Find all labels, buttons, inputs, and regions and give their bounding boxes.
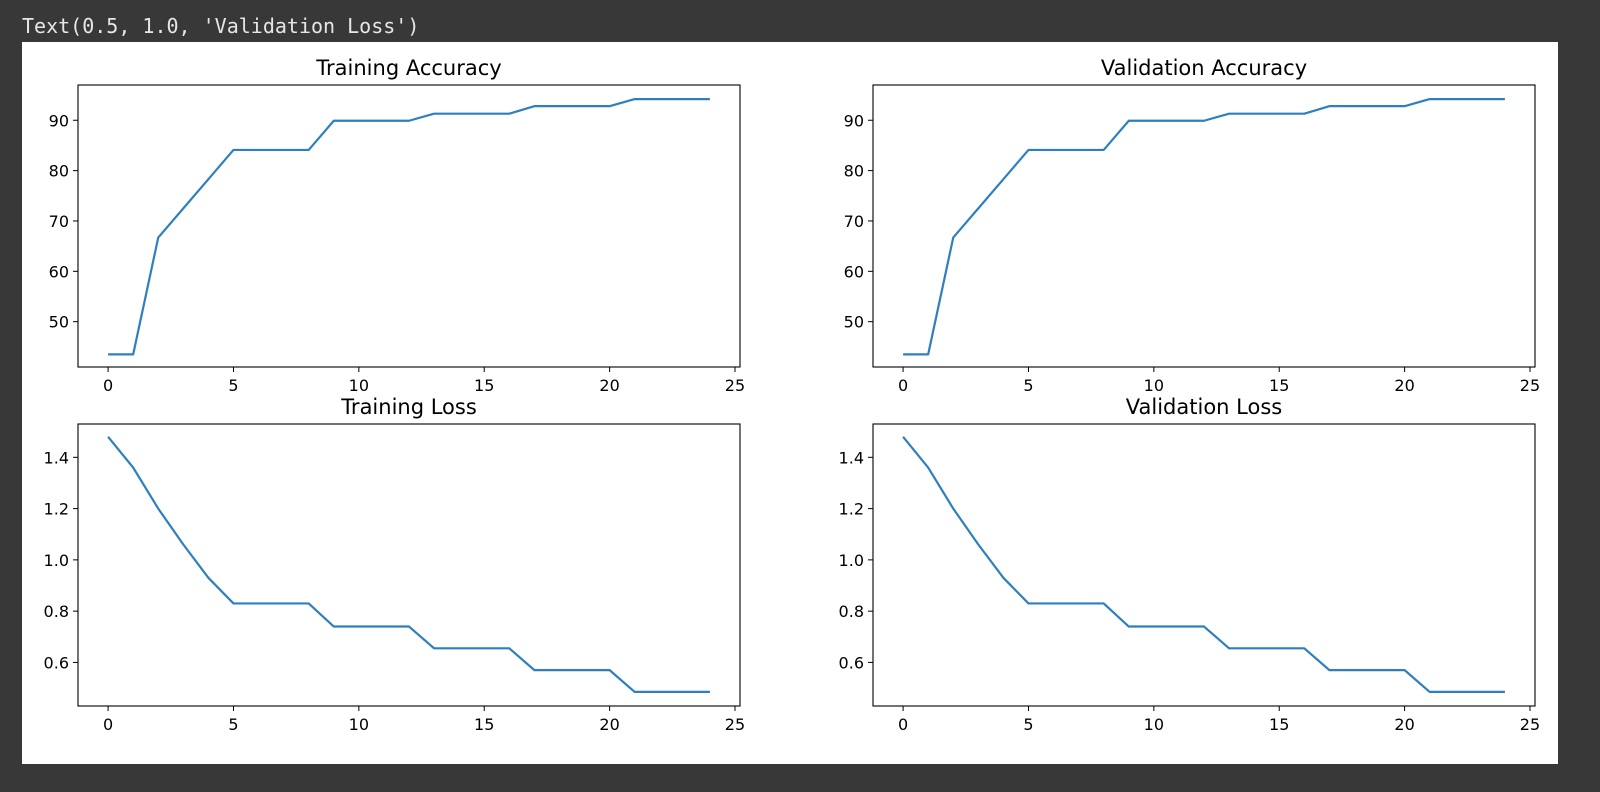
x-tick-label: 25: [725, 376, 745, 395]
axes-frame: [77, 423, 741, 707]
x-tick-label: 10: [349, 715, 369, 734]
series-line-1: [108, 97, 710, 356]
x-tick-label: 5: [1023, 376, 1033, 395]
x-tick-label: 15: [1269, 376, 1289, 395]
series-line-1: [903, 97, 1505, 356]
axes-frame: [872, 423, 1536, 707]
x-tick-label: 20: [1394, 715, 1414, 734]
x-tick-label: 20: [599, 715, 619, 734]
x-tick-label: 20: [1394, 376, 1414, 395]
x-tick-label: 15: [474, 376, 494, 395]
x-tick-label: 15: [474, 715, 494, 734]
series-line-1: [107, 436, 710, 694]
x-tick-label: 25: [725, 715, 745, 734]
y-tick-label: 1.0: [839, 551, 864, 570]
x-tick-label: 20: [599, 376, 619, 395]
y-tick-label: 50: [844, 313, 864, 332]
x-tick-label: 5: [228, 715, 238, 734]
cell-output-text: Text(0.5, 1.0, 'Validation Loss'): [22, 14, 420, 38]
y-tick-label: 0.6: [839, 653, 864, 672]
y-tick-label: 90: [49, 111, 69, 130]
y-tick-label: 1.0: [44, 551, 69, 570]
y-tick-label: 80: [49, 162, 69, 181]
x-tick-label: 10: [349, 376, 369, 395]
y-tick-label: 70: [844, 212, 864, 231]
y-tick-label: 50: [49, 313, 69, 332]
y-tick-label: 1.2: [839, 500, 864, 519]
chart-title: Validation Loss: [1126, 395, 1282, 419]
x-tick-label: 0: [898, 376, 908, 395]
x-tick-label: 10: [1144, 715, 1164, 734]
x-tick-label: 15: [1269, 715, 1289, 734]
y-tick-label: 80: [844, 162, 864, 181]
axes-frame: [77, 84, 741, 368]
y-tick-label: 60: [844, 262, 864, 281]
x-tick-label: 0: [103, 376, 113, 395]
subplot-3: Training Loss 0 5 10 15 20 25 0.6 0.8 1.0 1.2 1.4: [44, 395, 746, 734]
x-tick-label: 5: [228, 376, 238, 395]
y-tick-label: 60: [49, 262, 69, 281]
subplot-1: Training Accuracy 0 5 10 15 20 25 50 60 70 80 90: [49, 56, 746, 395]
x-tick-label: 10: [1144, 376, 1164, 395]
figure-canvas: Training Accuracy 0 5 10 15 20 25 50 60 70 80 90 Val…: [22, 42, 1558, 764]
chart-title: Validation Accuracy: [1101, 56, 1307, 80]
y-tick-label: 1.2: [44, 500, 69, 519]
y-tick-label: 0.6: [44, 653, 69, 672]
series-line-1: [902, 436, 1505, 694]
axes-frame: [872, 84, 1536, 368]
chart-title: Training Loss: [340, 395, 477, 419]
x-tick-label: 5: [1023, 715, 1033, 734]
y-tick-label: 0.8: [44, 602, 69, 621]
y-tick-label: 0.8: [839, 602, 864, 621]
subplot-4: Validation Loss 0 5 10 15 20 25 0.6 0.8 1.0 1.2 1.4: [839, 395, 1541, 734]
y-tick-label: 1.4: [839, 448, 864, 467]
x-tick-label: 0: [103, 715, 113, 734]
chart-title: Training Accuracy: [315, 56, 501, 80]
y-tick-label: 1.4: [44, 448, 69, 467]
y-tick-label: 70: [49, 212, 69, 231]
y-tick-label: 90: [844, 111, 864, 130]
subplot-2: Validation Accuracy 0 5 10 15 20 25 50 60 70 80 90: [844, 56, 1541, 395]
x-tick-label: 25: [1520, 715, 1540, 734]
x-tick-label: 25: [1520, 376, 1540, 395]
x-tick-label: 0: [898, 715, 908, 734]
